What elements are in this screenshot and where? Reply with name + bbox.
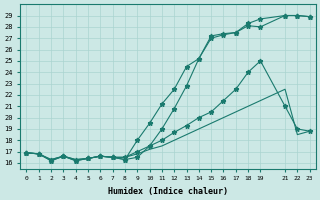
X-axis label: Humidex (Indice chaleur): Humidex (Indice chaleur) [108, 187, 228, 196]
